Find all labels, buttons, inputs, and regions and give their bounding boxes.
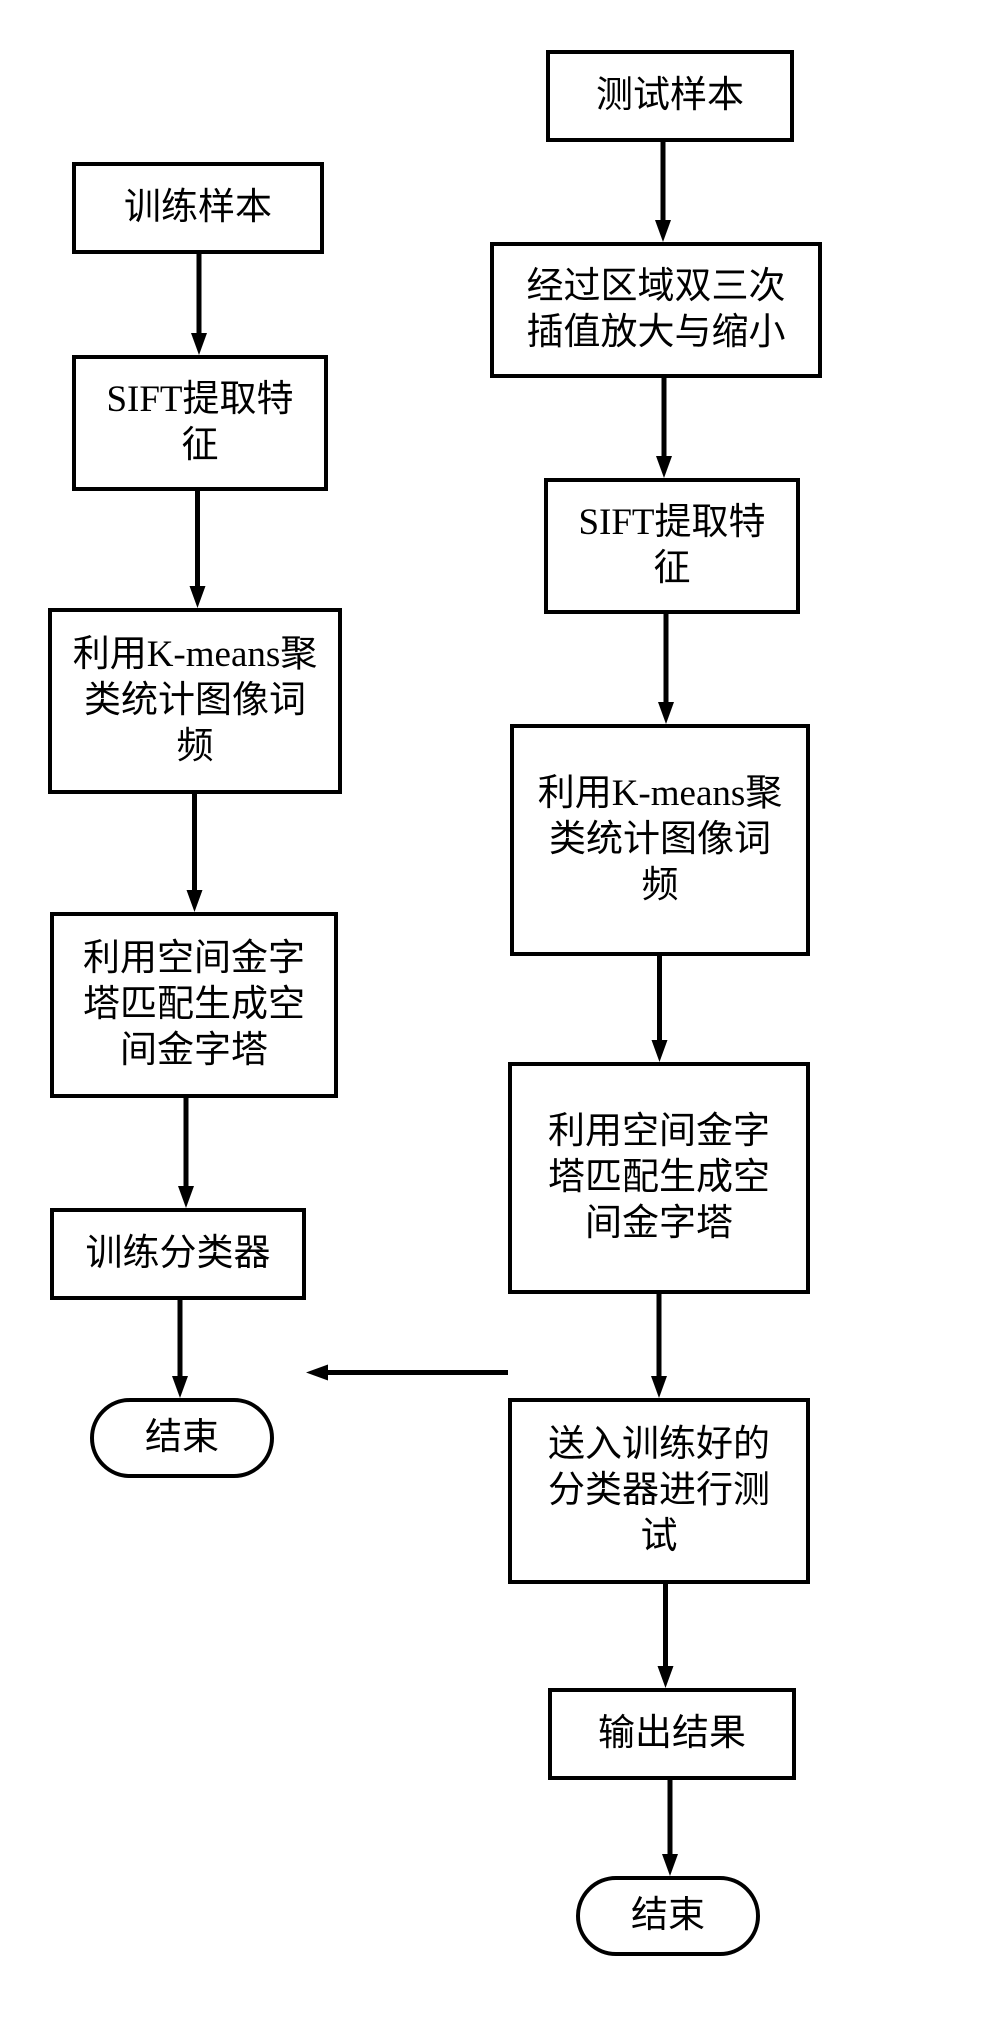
node-train-sample: 训练样本 <box>72 162 324 254</box>
node-test-sift: SIFT提取特征 <box>544 478 800 614</box>
node-test-classify: 送入训练好的分类器进行测试 <box>508 1398 810 1584</box>
label: 结束 <box>145 1415 219 1461</box>
node-train-spm: 利用空间金字塔匹配生成空间金字塔 <box>50 912 338 1098</box>
label: 利用K-means聚类统计图像词频 <box>538 771 783 910</box>
node-train-sift: SIFT提取特征 <box>72 355 328 491</box>
label: SIFT提取特征 <box>578 500 765 593</box>
node-train-end: 结束 <box>90 1398 274 1478</box>
label: 利用空间金字塔匹配生成空间金字塔 <box>548 1109 770 1248</box>
label: SIFT提取特征 <box>106 377 293 470</box>
label: 测试样本 <box>596 73 744 119</box>
node-test-spm: 利用空间金字塔匹配生成空间金字塔 <box>508 1062 810 1294</box>
label: 经过区域双三次插值放大与缩小 <box>527 264 786 357</box>
node-test-sample: 测试样本 <box>546 50 794 142</box>
label: 利用K-means聚类统计图像词频 <box>73 632 318 771</box>
label: 结束 <box>631 1893 705 1939</box>
node-test-bicubic: 经过区域双三次插值放大与缩小 <box>490 242 822 378</box>
label: 训练样本 <box>124 185 272 231</box>
node-test-output: 输出结果 <box>548 1688 796 1780</box>
node-train-classifier: 训练分类器 <box>50 1208 306 1300</box>
node-train-kmeans: 利用K-means聚类统计图像词频 <box>48 608 342 794</box>
label: 送入训练好的分类器进行测试 <box>548 1422 770 1561</box>
label: 训练分类器 <box>86 1231 271 1277</box>
label: 利用空间金字塔匹配生成空间金字塔 <box>83 936 305 1075</box>
node-test-kmeans: 利用K-means聚类统计图像词频 <box>510 724 810 956</box>
label: 输出结果 <box>598 1711 746 1757</box>
node-test-end: 结束 <box>576 1876 760 1956</box>
